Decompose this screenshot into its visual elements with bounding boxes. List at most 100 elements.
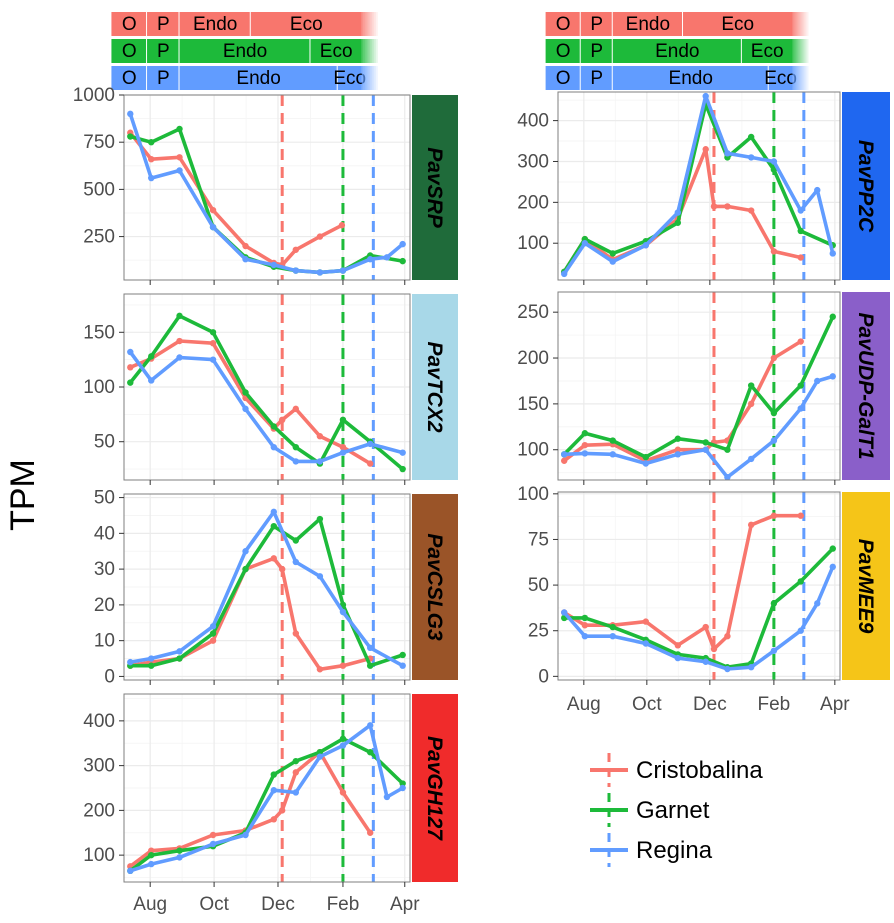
data-point-regina	[609, 258, 616, 265]
phase-fade	[802, 66, 805, 90]
data-point-garnet	[316, 748, 324, 756]
data-point-cristobalina	[148, 847, 155, 854]
series-line-regina	[128, 112, 405, 275]
data-point-garnet	[399, 465, 406, 473]
phase-fade	[367, 66, 370, 90]
phase-segment	[147, 39, 180, 63]
data-point-garnet	[829, 313, 836, 320]
phase-fade	[802, 39, 805, 63]
data-point-cristobalina	[710, 203, 718, 210]
data-point-regina	[609, 451, 616, 458]
data-point-garnet	[609, 250, 616, 257]
x-tick-label: Feb	[758, 694, 791, 715]
y-tick-label: 1000	[73, 85, 115, 106]
phase-bar-garnet: O P Endo Eco	[545, 39, 809, 63]
data-point-regina	[560, 609, 568, 616]
phase-fade	[796, 66, 799, 90]
phase-fade	[369, 12, 372, 36]
data-point-garnet	[209, 329, 217, 336]
phase-segment	[111, 39, 148, 63]
data-point-garnet	[176, 312, 183, 320]
data-point-garnet	[609, 623, 616, 631]
phase-segment	[250, 12, 362, 36]
phase-fade	[796, 39, 799, 63]
y-tick-label: 100	[517, 440, 549, 461]
y-tick-label: 150	[83, 322, 115, 343]
facet-strip	[412, 694, 458, 882]
data-point-regina	[270, 261, 278, 269]
phase-bar-regina: O P Endo Eco	[545, 66, 809, 90]
facet-strip	[842, 492, 890, 680]
x-tick-label: Apr	[820, 694, 850, 715]
data-point-cristobalina	[702, 623, 709, 631]
data-point-regina	[209, 223, 217, 231]
phase-fade	[794, 66, 797, 90]
phase-fade	[798, 12, 801, 36]
data-point-cristobalina	[127, 364, 134, 371]
data-point-cristobalina	[278, 416, 286, 424]
phase-label: Eco	[751, 41, 784, 62]
data-point-garnet	[176, 125, 183, 133]
y-tick-label: 0	[538, 666, 549, 687]
data-point-cristobalina	[209, 831, 217, 839]
data-point-regina	[399, 784, 406, 792]
phase-fade	[800, 66, 803, 90]
y-tick-label: 200	[517, 348, 549, 369]
data-point-garnet	[399, 651, 406, 659]
data-point-cristobalina	[339, 662, 347, 669]
phase-fade	[804, 66, 807, 90]
facet-strip-label: PavMEE9	[854, 539, 877, 634]
data-point-cristobalina	[270, 816, 278, 823]
data-point-garnet	[609, 437, 616, 444]
panel-pavsrp: 250 500 750 1000 PavSRP	[73, 85, 458, 285]
data-point-regina	[702, 92, 709, 100]
data-point-garnet	[270, 771, 278, 778]
data-point-regina	[747, 664, 755, 671]
phase-fade	[798, 66, 801, 90]
data-point-cristobalina	[747, 400, 755, 408]
data-point-garnet	[797, 382, 804, 389]
phase-label: Endo	[223, 41, 267, 62]
series-line-regina	[562, 564, 835, 671]
data-point-regina	[770, 647, 778, 654]
data-point-cristobalina	[176, 337, 183, 345]
expression-panels: 2505007501000PavSRP50100150PavTCX2010203…	[73, 85, 890, 915]
data-point-cristobalina	[674, 446, 682, 453]
series-line-regina	[128, 350, 405, 464]
phase-segment	[545, 66, 581, 90]
y-tick-label: 400	[517, 111, 549, 132]
phase-label: O	[122, 14, 137, 35]
data-point-regina	[270, 787, 278, 794]
phase-fade	[792, 39, 795, 63]
facet-strip	[412, 95, 458, 280]
phase-fade	[363, 39, 366, 63]
data-point-regina	[292, 558, 300, 566]
panel-border	[557, 291, 841, 481]
data-point-garnet	[702, 439, 709, 446]
data-point-cristobalina	[770, 248, 778, 255]
y-tick-label: 250	[517, 302, 549, 323]
phase-label: Eco	[721, 14, 754, 35]
series-line-garnet	[128, 517, 405, 668]
x-tick-label: Dec	[261, 894, 295, 915]
data-point-cristobalina	[747, 207, 755, 214]
legend-item-cristobalina: Cristobalina	[590, 753, 763, 787]
panel-pavcslg3: 0 10 20 30 40 50 PavCSLG3	[94, 488, 458, 687]
x-tick-label: Feb	[327, 894, 360, 915]
data-point-garnet	[270, 522, 278, 530]
y-tick-label: 500	[83, 179, 115, 200]
data-point-regina	[242, 405, 249, 413]
data-point-cristobalina	[674, 642, 682, 649]
data-point-garnet	[148, 662, 155, 669]
data-point-cristobalina	[242, 242, 249, 250]
data-point-cristobalina	[747, 521, 755, 529]
y-tick-label: 0	[104, 666, 115, 687]
data-point-regina	[399, 662, 406, 669]
data-point-cristobalina	[316, 433, 324, 440]
phase-segment	[147, 12, 180, 36]
phase-fade	[371, 66, 374, 90]
phase-fade	[802, 12, 805, 36]
data-point-garnet	[209, 630, 217, 637]
